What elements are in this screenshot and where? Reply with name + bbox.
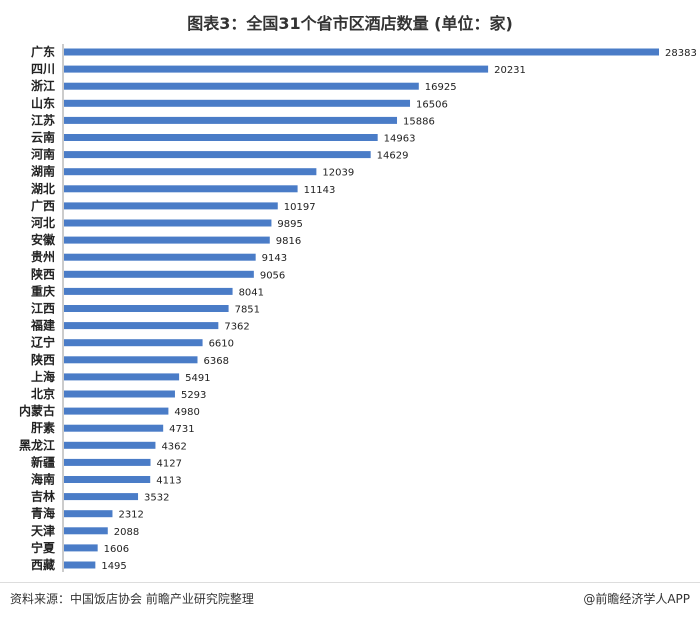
value-label: 16506 xyxy=(416,99,448,110)
bar xyxy=(64,65,489,73)
category-label: 陕西 xyxy=(31,352,55,367)
value-label: 7362 xyxy=(224,322,249,333)
source-note: 资料来源：中国饭店协会 前瞻产业研究院整理 xyxy=(10,592,254,606)
value-label: 8041 xyxy=(239,287,264,298)
value-label: 9816 xyxy=(276,236,301,247)
bar xyxy=(64,202,278,210)
category-label: 河南 xyxy=(30,147,55,162)
value-label: 4980 xyxy=(174,407,199,418)
bar xyxy=(64,99,411,107)
bar xyxy=(64,373,180,381)
category-label: 新疆 xyxy=(31,454,55,469)
value-label: 28383 xyxy=(665,48,697,59)
value-label: 15886 xyxy=(403,116,435,127)
category-label: 上海 xyxy=(31,369,55,384)
category-label: 黑龙江 xyxy=(19,437,55,452)
bar xyxy=(64,424,164,432)
category-label: 广东 xyxy=(31,44,55,59)
bars-layer: 广东 28383 四川 20231 浙江 16925 山东 16506 江苏 15886 云南 149… xyxy=(19,44,697,572)
value-label: 2088 xyxy=(114,527,139,538)
category-label: 河北 xyxy=(30,215,55,230)
value-label: 5491 xyxy=(185,373,210,384)
bar xyxy=(64,476,151,483)
bar xyxy=(64,407,169,415)
value-label: 4113 xyxy=(156,476,181,487)
value-label: 4362 xyxy=(161,441,186,452)
bar xyxy=(64,48,659,56)
bar xyxy=(64,253,256,261)
bar xyxy=(64,305,229,312)
category-label: 吉林 xyxy=(31,489,55,504)
value-label: 12039 xyxy=(322,168,354,179)
bar xyxy=(64,168,317,176)
category-label: 湖北 xyxy=(31,181,55,196)
bar xyxy=(64,544,98,552)
bar xyxy=(64,185,298,193)
bar xyxy=(64,561,96,569)
bar xyxy=(64,134,378,141)
bar xyxy=(64,493,139,501)
category-label: 浙江 xyxy=(31,78,55,93)
value-label: 20231 xyxy=(494,65,526,76)
category-label: 宁夏 xyxy=(31,540,56,555)
category-label: 湖南 xyxy=(31,164,55,179)
bar xyxy=(64,510,113,518)
brand-note: @前瞻经济学人APP xyxy=(583,592,690,606)
category-label: 海南 xyxy=(31,472,55,487)
value-label: 10197 xyxy=(284,202,316,213)
category-label: 安徽 xyxy=(31,232,56,247)
value-label: 11143 xyxy=(304,185,336,196)
value-label: 3532 xyxy=(144,493,169,504)
bar xyxy=(64,390,175,398)
value-label: 4127 xyxy=(157,458,182,469)
category-label: 贵州 xyxy=(31,249,55,264)
value-label: 4731 xyxy=(169,424,194,435)
category-label: 陕西 xyxy=(31,266,55,281)
bar-chart: 广东 28383 四川 20231 浙江 16925 山东 16506 江苏 15886 云南 149… xyxy=(19,44,697,572)
bar xyxy=(64,458,151,466)
category-label: 辽宁 xyxy=(31,335,55,350)
bar xyxy=(64,151,371,159)
value-label: 16925 xyxy=(425,82,457,93)
value-label: 1495 xyxy=(101,561,126,572)
chart-title: 图表3：全国31个省市区酒店数量 (单位：家) xyxy=(187,14,513,33)
bar xyxy=(64,219,272,227)
category-label: 江西 xyxy=(31,301,55,316)
category-label: 江苏 xyxy=(31,112,55,127)
bar xyxy=(64,339,203,347)
category-label: 福建 xyxy=(30,318,56,333)
bar xyxy=(64,82,419,90)
category-label: 内蒙古 xyxy=(19,403,55,418)
category-label: 青海 xyxy=(31,506,55,521)
category-label: 四川 xyxy=(31,62,55,76)
category-label: 广西 xyxy=(31,198,55,213)
bar xyxy=(64,441,156,449)
bar xyxy=(64,270,254,278)
bar xyxy=(64,356,198,364)
value-label: 9143 xyxy=(262,253,287,264)
bar xyxy=(64,116,398,124)
value-label: 1606 xyxy=(104,544,129,555)
bar xyxy=(64,236,270,244)
value-label: 14629 xyxy=(377,151,409,162)
value-label: 2312 xyxy=(118,510,143,521)
value-label: 5293 xyxy=(181,390,206,401)
value-label: 6368 xyxy=(203,356,228,367)
category-label: 北京 xyxy=(31,386,55,401)
category-label: 山东 xyxy=(31,95,55,110)
category-label: 云南 xyxy=(31,130,55,145)
bar xyxy=(64,322,219,330)
category-label: 天津 xyxy=(31,523,55,538)
bar xyxy=(64,287,233,295)
footer-divider xyxy=(0,582,700,583)
category-label: 肝素 xyxy=(31,420,55,435)
category-label: 重庆 xyxy=(31,283,55,298)
value-label: 9056 xyxy=(260,270,285,281)
bar xyxy=(64,527,108,535)
value-label: 14963 xyxy=(384,134,416,145)
value-label: 6610 xyxy=(209,339,234,350)
category-label: 西藏 xyxy=(31,557,55,572)
value-label: 9895 xyxy=(277,219,302,230)
value-label: 7851 xyxy=(235,305,260,316)
